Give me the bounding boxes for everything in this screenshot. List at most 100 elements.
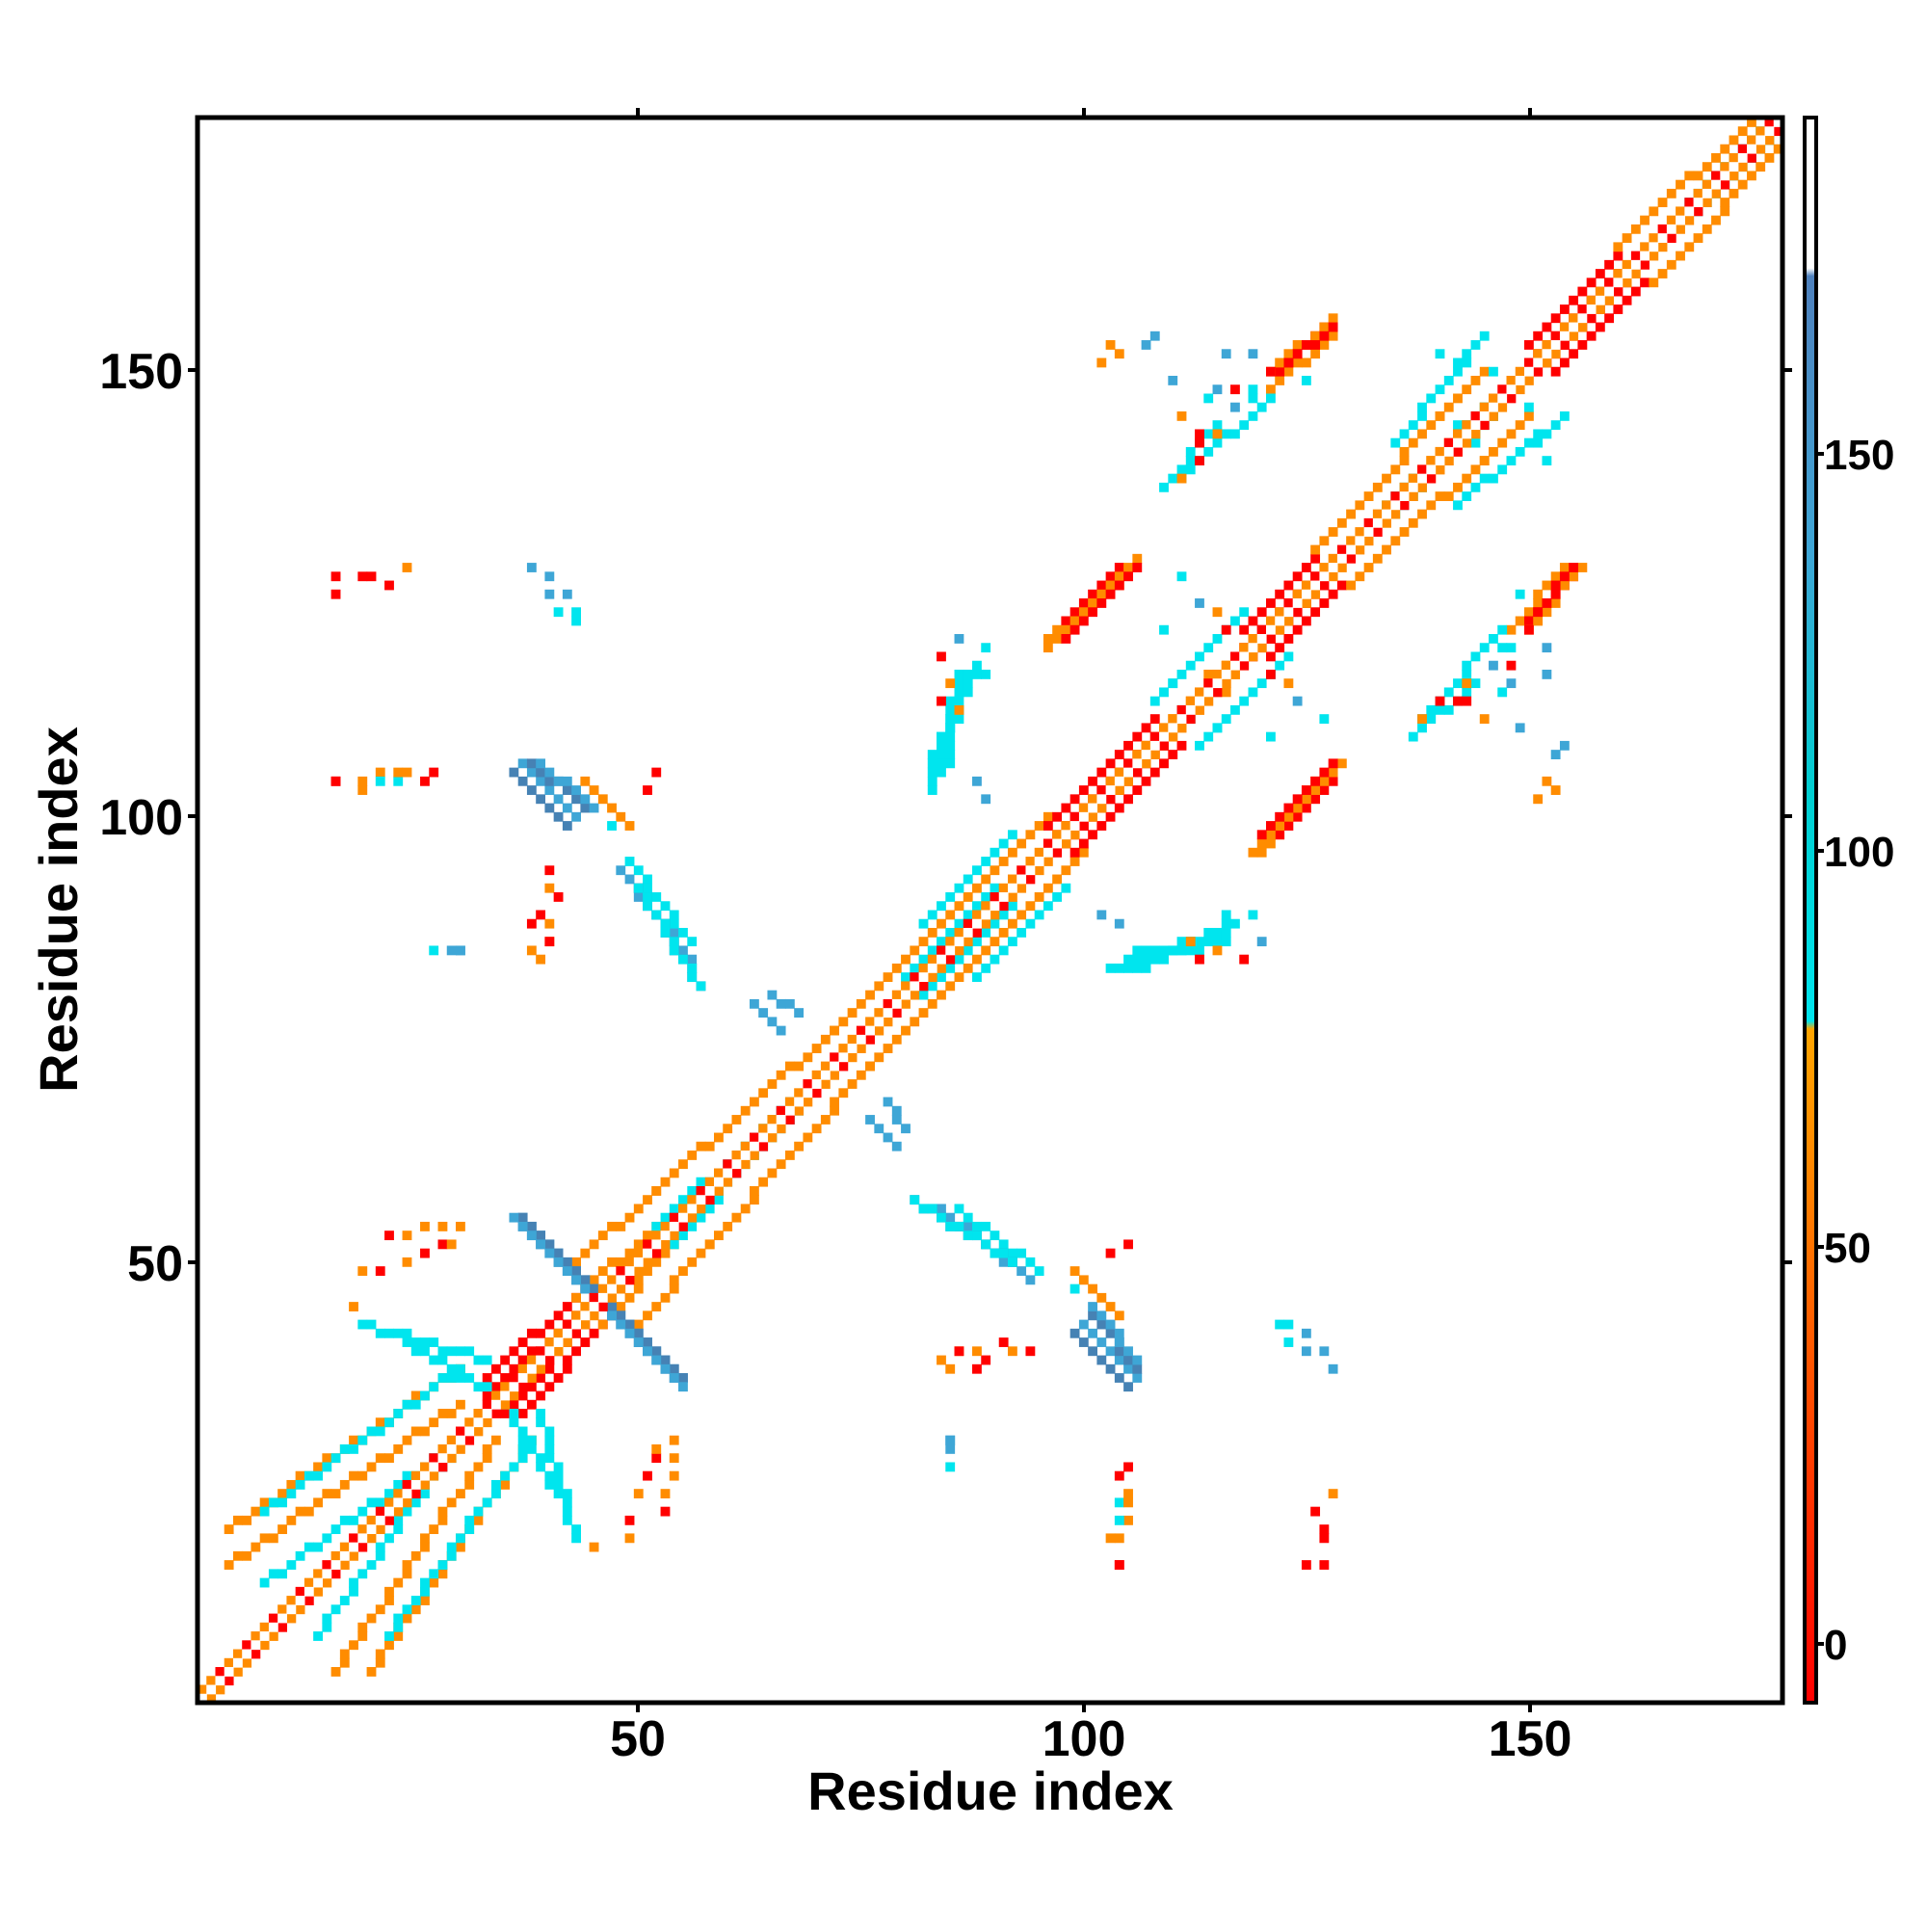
contact-cell (553, 1373, 564, 1383)
contact-cell (1096, 1292, 1107, 1303)
contact-cell (1613, 242, 1623, 252)
contact-cell (242, 1550, 252, 1561)
diagonal-cell (339, 1560, 350, 1570)
diagonal-cell (1630, 259, 1641, 270)
diagonal-cell (1168, 723, 1178, 733)
contact-cell (669, 1373, 679, 1383)
diagonal-cell (1426, 456, 1437, 466)
contact-cell (1328, 331, 1338, 341)
contact-cell (420, 1346, 430, 1357)
contact-cell (1720, 144, 1730, 154)
diagonal-cell (740, 1141, 751, 1151)
contact-cell (624, 1292, 635, 1303)
contact-cell (1390, 464, 1401, 475)
diagonal-cell (1550, 349, 1561, 359)
contact-cell (1283, 803, 1294, 813)
contact-cell (580, 1248, 591, 1258)
diagonal-cell (1515, 366, 1525, 377)
contact-cell (1256, 847, 1267, 858)
diagonal-cell (1640, 242, 1650, 252)
diagonal-cell (1569, 313, 1579, 324)
contact-cell (1479, 473, 1490, 484)
contact-cell (429, 767, 439, 778)
contact-cell (1061, 634, 1071, 644)
diagonal-cell (224, 1667, 234, 1677)
contact-cell (393, 1443, 404, 1454)
contact-cell (1489, 634, 1498, 644)
diagonal-cell (482, 1409, 492, 1418)
diagonal-cell (1542, 357, 1552, 368)
contact-cell (366, 1560, 377, 1570)
contact-cell (509, 1409, 519, 1418)
contact-cell (651, 1302, 662, 1311)
contact-cell (268, 1569, 278, 1579)
contact-cell (544, 1363, 555, 1374)
contact-cell (429, 1337, 439, 1347)
diagonal-cell (1016, 883, 1027, 893)
contact-cell (456, 1489, 465, 1499)
diagonal-cell (723, 1168, 733, 1178)
contact-cell (597, 794, 608, 805)
contact-cell (830, 1025, 839, 1036)
contact-cell (1185, 456, 1196, 466)
contact-cell (1310, 340, 1321, 350)
diagonal-cell (349, 1550, 358, 1561)
contact-cell (714, 1231, 724, 1241)
diagonal-cell (242, 1649, 252, 1659)
contact-cell (954, 901, 964, 912)
contact-cell (1069, 1328, 1080, 1338)
contact-cell (874, 1052, 884, 1063)
contact-cell (1550, 598, 1561, 608)
diagonal-cell (1523, 357, 1534, 368)
diagonal-cell (1043, 838, 1053, 849)
contact-cell (1105, 1248, 1116, 1258)
contact-cell (1292, 357, 1303, 368)
contact-cell (1185, 937, 1196, 947)
contact-cell (526, 1382, 537, 1392)
diagonal-cell (1069, 811, 1080, 822)
contact-cell (1292, 803, 1303, 813)
diagonal-cell (482, 1417, 492, 1428)
contact-cell (1096, 1337, 1107, 1347)
contact-cell (1088, 589, 1097, 599)
contact-cell (1328, 1363, 1338, 1374)
contact-cell (1462, 491, 1472, 501)
contact-cell (553, 1470, 564, 1481)
diagonal-cell (1256, 634, 1267, 644)
diagonal-cell (714, 1177, 724, 1187)
contact-cell (1443, 491, 1454, 501)
contact-cell (553, 1462, 564, 1472)
contact-cell (1123, 963, 1133, 973)
contact-cell (1506, 678, 1517, 689)
contact-cell (1310, 544, 1321, 555)
contact-cell (384, 1328, 394, 1338)
contact-cell (1212, 945, 1223, 956)
contact-cell (1275, 660, 1285, 671)
diagonal-cell (500, 1399, 511, 1410)
contact-cell (820, 1034, 831, 1045)
diagonal-cell (1676, 206, 1685, 217)
contact-cell (357, 571, 368, 582)
diagonal-cell (1702, 188, 1712, 198)
contact-cell (749, 1195, 759, 1205)
diagonal-cell (1489, 402, 1498, 412)
diagonal-cell (1221, 660, 1231, 671)
contact-cell (357, 1631, 368, 1641)
contact-cell (1390, 536, 1401, 546)
contact-cell (937, 990, 946, 1000)
diagonal-cell (1595, 295, 1605, 305)
contact-cell (571, 1533, 581, 1544)
contact-cell (1275, 811, 1285, 822)
contact-cell (1453, 500, 1463, 511)
diagonal-cell (410, 1470, 421, 1481)
diagonal-cell (874, 1025, 884, 1036)
diagonal-cell (749, 1132, 759, 1143)
contact-cell (1497, 624, 1508, 635)
contact-cell (1096, 598, 1107, 608)
contact-cell (981, 927, 991, 938)
contact-cell (954, 972, 964, 983)
contact-cell (633, 1284, 644, 1294)
contact-cell (1105, 571, 1116, 582)
contact-cell (1764, 152, 1775, 163)
contact-cell (1755, 162, 1766, 172)
